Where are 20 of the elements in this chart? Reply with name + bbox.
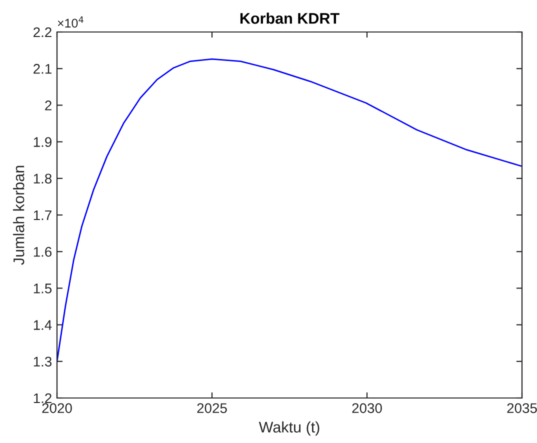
y-tick-label: 1.8 [34,174,52,184]
y-tick-label: 2.1 [34,64,52,74]
y-axis-title: Jumlah korban [13,166,24,265]
y-tick-label: 1.6 [34,246,52,257]
x-tick-label: 2035 [507,403,537,414]
y-tick-label: 2 [45,100,52,110]
x-tick-label: 2020 [42,403,72,414]
x-tick-label: 2025 [197,403,227,414]
y-tick-label: 1.9 [34,137,52,147]
line-series [57,58,522,362]
y-tick-label: 1.2 [34,393,52,404]
y-tick-label: 1.3 [34,356,52,367]
chart-title: Korban KDRT [240,12,340,24]
y-tick-label: 1.5 [34,284,52,294]
y-tick-label: 1.4 [34,320,52,330]
x-tick-label: 2030 [352,403,382,414]
y-tick-label: 2.2 [34,27,52,38]
text: ×10$^{4}$ [58,16,84,28]
y-tick-label: 1.7 [34,210,52,220]
x-axis-title: Waktu (t) [258,421,320,436]
